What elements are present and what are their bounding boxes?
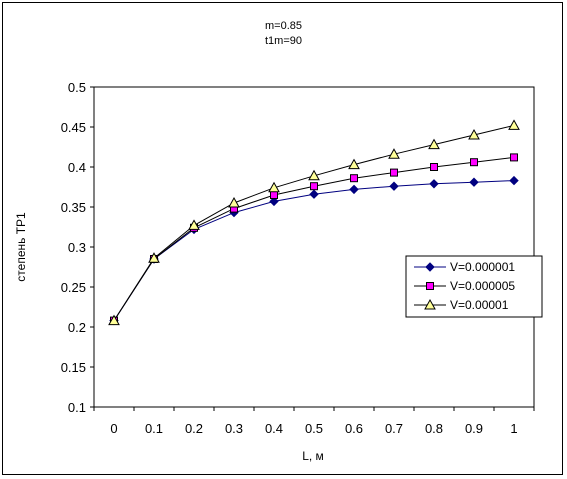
y-tick-label: 0.4 — [68, 160, 86, 175]
diamond-marker — [429, 179, 439, 189]
x-axis: 0 0.1 0.2 0.3 0.4 0.5 0.6 0.7 0.8 0.9 1 — [93, 407, 535, 436]
series-layer — [108, 119, 520, 326]
diamond-marker — [309, 189, 319, 199]
chart-title-line-2: t1m=90 — [265, 35, 302, 47]
triangle-marker — [348, 158, 360, 170]
square-marker — [270, 191, 278, 199]
diamond-marker — [469, 177, 479, 187]
square-marker — [310, 182, 318, 191]
triangle-marker — [148, 252, 160, 263]
x-tick-label: 0.5 — [305, 421, 323, 436]
triangle-marker — [108, 314, 120, 326]
legend-entry: V=0.00001 — [414, 298, 509, 312]
y-tick-label: 0.25 — [61, 280, 86, 295]
triangle-marker — [428, 138, 440, 150]
legend-label: V=0.000005 — [450, 279, 515, 293]
y-tick-label: 0.2 — [68, 320, 86, 335]
legend-label: V=0.00001 — [450, 298, 509, 312]
square-marker — [390, 168, 398, 177]
x-tick-label: 0 — [110, 421, 117, 436]
x-tick-label: 0.9 — [465, 421, 483, 436]
x-tick-label: 0.2 — [185, 421, 203, 436]
triangle-marker — [424, 298, 436, 310]
legend-label: V=0.000001 — [450, 260, 515, 274]
triangle-marker — [188, 219, 200, 230]
diamond-marker — [349, 184, 359, 195]
diamond-marker — [425, 262, 435, 272]
triangle-marker — [508, 119, 520, 130]
square-marker — [470, 158, 478, 167]
diamond-marker — [389, 181, 399, 191]
diamond-marker — [509, 175, 519, 186]
x-tick-label: 0.6 — [345, 421, 363, 436]
triangle-marker — [228, 196, 240, 208]
legend: V=0.000001 V=0.000005 V=0.00001 — [405, 255, 543, 318]
y-tick-label: 0.45 — [61, 120, 86, 135]
y-tick-label: 0.5 — [68, 80, 86, 95]
chart-title-line-1: m=0.85 — [265, 20, 302, 32]
series-3 — [108, 119, 520, 326]
x-tick-label: 0.3 — [225, 421, 243, 436]
x-tick-label: 0.4 — [265, 421, 283, 436]
triangle-marker — [308, 169, 320, 181]
y-tick-label: 0.15 — [61, 360, 86, 375]
square-marker — [430, 163, 438, 171]
triangle-marker — [388, 148, 400, 159]
y-axis: 0.1 0.15 0.2 0.25 0.3 0.35 0.4 0.45 0.5 — [61, 80, 94, 415]
triangle-marker — [468, 128, 480, 140]
y-axis-label: степень ТР1 — [14, 212, 28, 282]
x-tick-label: 1 — [510, 421, 517, 436]
x-tick-label: 0.1 — [145, 421, 163, 436]
y-tick-label: 0.35 — [61, 200, 86, 215]
square-marker — [350, 174, 358, 183]
legend-entry: V=0.000005 — [414, 279, 515, 293]
x-tick-label: 0.7 — [385, 421, 403, 436]
square-marker — [510, 153, 518, 162]
diamond-marker — [269, 196, 279, 207]
x-tick-label: 0.8 — [425, 421, 443, 436]
square-marker — [426, 282, 434, 290]
y-tick-label: 0.3 — [68, 240, 86, 255]
plot-area — [93, 86, 535, 408]
legend-entry: V=0.000001 — [414, 260, 515, 274]
x-axis-label: L, м — [302, 449, 324, 463]
y-tick-label: 0.1 — [68, 400, 86, 415]
triangle-marker — [268, 181, 280, 193]
